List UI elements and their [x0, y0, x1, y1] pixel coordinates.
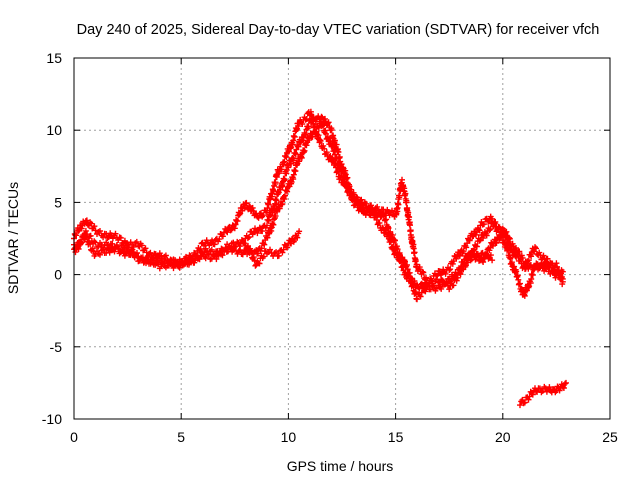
- x-tick-label: 20: [495, 429, 511, 445]
- y-tick-label: 10: [46, 122, 62, 138]
- series-marks-track-e: [467, 249, 496, 264]
- y-axis-label: SDTVAR / TECUs: [5, 182, 21, 294]
- series-marks-track-d: [242, 228, 303, 269]
- series-marks-track-f: [517, 379, 569, 409]
- series-track-a: [71, 108, 566, 292]
- y-tick-label: 15: [46, 50, 62, 66]
- grid: [74, 58, 610, 419]
- x-tick-label: 0: [70, 429, 78, 445]
- chart-title: Day 240 of 2025, Sidereal Day-to-day VTE…: [77, 22, 600, 38]
- x-tick-label: 25: [602, 429, 618, 445]
- plot-frame: [73, 57, 611, 420]
- series-track-d: [242, 228, 303, 269]
- y-tick-label: -10: [42, 411, 62, 427]
- data-layer: [71, 108, 569, 409]
- x-tick-label: 5: [177, 429, 185, 445]
- series-track-e: [467, 249, 496, 264]
- series-marks-track-a: [71, 108, 566, 292]
- x-axis-label: GPS time / hours: [287, 458, 394, 474]
- y-tick-label: -5: [50, 339, 63, 355]
- series-track-f: [517, 379, 569, 409]
- x-tick-label: 10: [281, 429, 297, 445]
- ticks: 0 5 10 15 20 25 -10 -5 0 5 10 15: [42, 50, 618, 445]
- y-tick-label: 0: [54, 267, 62, 283]
- x-tick-label: 15: [388, 429, 404, 445]
- y-tick-label: 5: [54, 194, 62, 210]
